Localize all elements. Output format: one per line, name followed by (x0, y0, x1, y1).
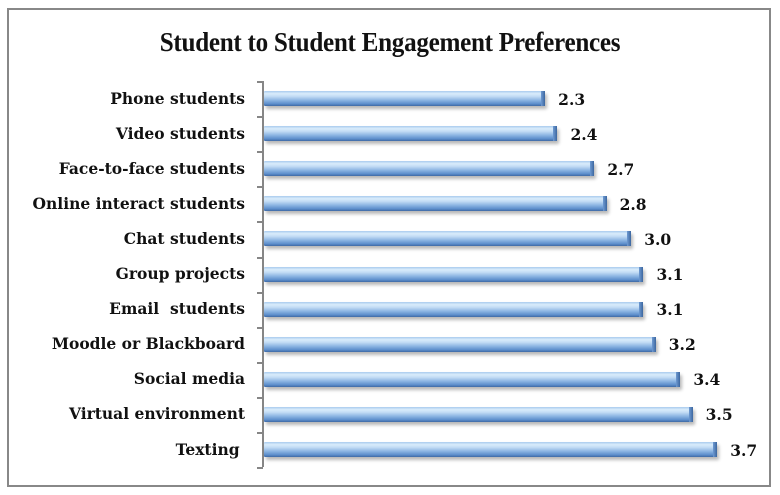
category-label: Moodle or Blackboard (51, 334, 245, 354)
axis-tick (257, 151, 263, 154)
data-label: 2.4 (570, 124, 598, 144)
axis-tick (257, 186, 263, 189)
y-axis-line (262, 81, 264, 467)
category-label: Virtual environment (68, 404, 245, 424)
category-label: Social media (133, 369, 245, 389)
category-label: Email students (109, 299, 245, 319)
bar (264, 161, 595, 177)
bar (264, 196, 607, 212)
axis-tick (257, 326, 263, 329)
axis-tick (257, 256, 263, 259)
axis-tick (257, 81, 263, 83)
axis-tick (257, 361, 263, 364)
bar (264, 336, 656, 352)
chart-title: Student to Student Engagement Preference… (159, 27, 621, 57)
data-label: 3.4 (693, 370, 721, 390)
axis-tick (257, 116, 263, 119)
data-label: 2.8 (619, 194, 647, 214)
bar (264, 266, 644, 282)
axis-tick (257, 291, 263, 294)
data-label: 3.5 (705, 405, 733, 425)
category-label: Texting (175, 439, 245, 459)
category-label: Online interact students (32, 193, 245, 213)
bar (264, 371, 681, 387)
data-label: 3.0 (644, 229, 672, 249)
data-label: 3.1 (656, 300, 684, 320)
category-label: Phone students (110, 88, 245, 108)
bar (264, 406, 693, 422)
data-label: 3.1 (656, 265, 684, 285)
category-label: Chat students (123, 228, 245, 248)
axis-tick (257, 221, 263, 224)
axis-tick (257, 432, 263, 434)
data-label: 2.7 (607, 159, 635, 179)
bar (264, 91, 546, 107)
axis-tick (257, 467, 263, 470)
axis-tick (257, 396, 263, 399)
bar (264, 231, 632, 247)
bar (264, 126, 558, 142)
data-label: 3.2 (668, 335, 696, 355)
category-label: Face-to-face students (58, 158, 245, 178)
data-label: 2.3 (558, 89, 586, 109)
bar (264, 301, 644, 317)
category-label: Group projects (115, 264, 245, 284)
bar (264, 442, 718, 458)
category-label: Video students (115, 123, 245, 143)
data-label: 3.7 (730, 440, 758, 460)
